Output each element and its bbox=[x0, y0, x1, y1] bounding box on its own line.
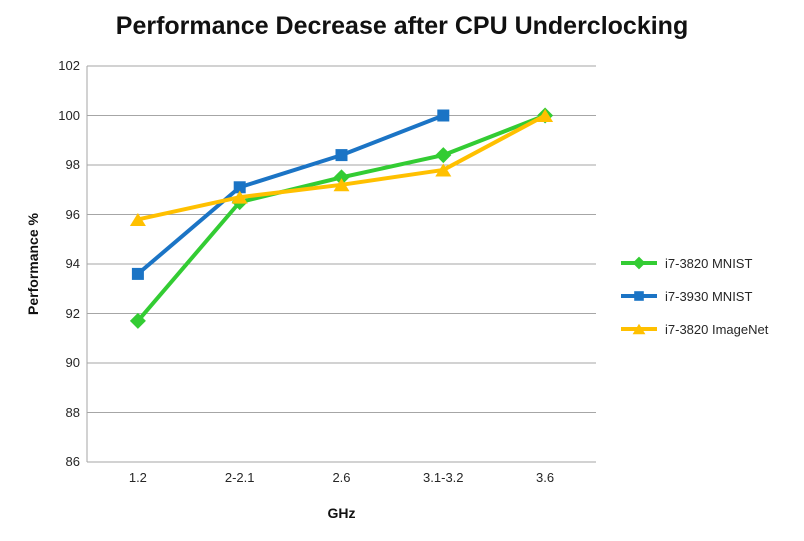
series-marker-i7-3820-imagenet-0 bbox=[129, 212, 146, 226]
series-line-i7-3820-imagenet bbox=[135, 113, 548, 222]
series-marker-i7-3930-mnist-3 bbox=[437, 109, 450, 122]
chart-title: Performance Decrease after CPU Undercloc… bbox=[115, 12, 689, 40]
legend-marker-diamond-icon bbox=[632, 256, 646, 270]
x-tick-label-3-6: 3.6 bbox=[536, 470, 555, 485]
y-tick-label-86: 86 bbox=[65, 454, 80, 469]
legend-swatch-square-icon bbox=[621, 291, 657, 301]
y-tick-label-102: 102 bbox=[58, 58, 80, 73]
series-marker-i7-3820-imagenet-3 bbox=[435, 163, 452, 177]
y-tick-label-94: 94 bbox=[65, 256, 80, 271]
series-marker-i7-3930-mnist-0 bbox=[131, 267, 144, 280]
series-marker-i7-3820-mnist-3 bbox=[435, 147, 452, 164]
legend-item-i7-3820-mnist: i7-3820 MNIST bbox=[620, 252, 768, 274]
y-tick-label-98: 98 bbox=[65, 157, 80, 172]
legend: i7-3820 MNIST i7-3930 MNIST i7-3820 ImageN… bbox=[620, 252, 768, 351]
legend-item-i7-3820-imagenet: i7-3820 ImageNet bbox=[620, 318, 768, 340]
x-axis-title: GHz bbox=[327, 505, 356, 521]
legend-swatch-triangle-icon bbox=[621, 323, 657, 335]
x-tick-label-1-2: 1.2 bbox=[128, 470, 147, 485]
x-tick-label-2-6: 2.6 bbox=[332, 470, 351, 485]
legend-swatch-diamond-icon bbox=[621, 256, 657, 270]
x-tick-label-2-2-1: 2-2.1 bbox=[224, 470, 255, 485]
series-line-i7-3930-mnist bbox=[135, 113, 446, 276]
y-tick-label-88: 88 bbox=[65, 404, 80, 420]
series-marker-i7-3820-imagenet-1 bbox=[231, 190, 248, 204]
series-marker-i7-3930-mnist-1 bbox=[233, 181, 246, 194]
y-tick-label-96: 96 bbox=[65, 206, 80, 222]
x-tick-label-3-1-3-2: 3.1-3.2 bbox=[423, 470, 464, 485]
series-marker-i7-3930-mnist-2 bbox=[335, 149, 348, 162]
legend-label: i7-3930 MNIST bbox=[665, 288, 753, 304]
y-tick-label-90: 90 bbox=[65, 355, 80, 370]
legend-label: i7-3820 ImageNet bbox=[665, 321, 769, 337]
series-marker-i7-3820-imagenet-2 bbox=[333, 178, 350, 192]
legend-marker-square-icon bbox=[634, 291, 644, 301]
legend-marker-triangle-icon bbox=[632, 323, 646, 335]
series-marker-i7-3820-mnist-2 bbox=[333, 169, 350, 186]
y-tick-label-92: 92 bbox=[65, 305, 80, 321]
series-marker-i7-3820-imagenet-4 bbox=[537, 109, 554, 122]
legend-item-i7-3930-mnist: i7-3930 MNIST bbox=[620, 285, 768, 307]
legend-label: i7-3820 MNIST bbox=[665, 255, 753, 271]
series-marker-i7-3820-mnist-0 bbox=[129, 312, 146, 329]
y-tick-label-100: 100 bbox=[58, 107, 80, 123]
